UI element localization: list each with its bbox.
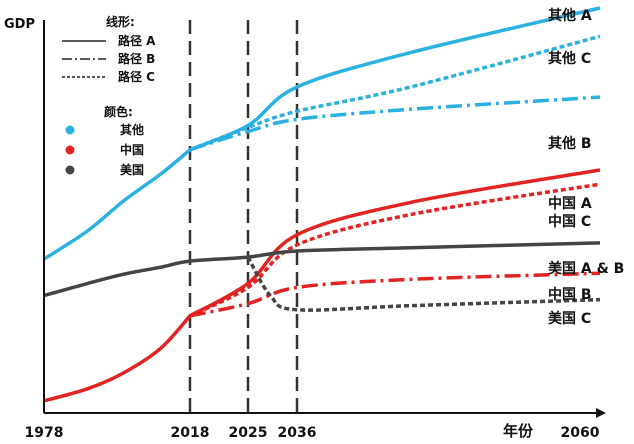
end-label-4: 中国 C — [548, 213, 591, 230]
end-label-3: 中国 A — [548, 195, 592, 212]
legend-color-dot-2 — [65, 165, 75, 175]
legend-color-label-2: 美国 — [120, 162, 144, 177]
end-label-6: 中国 B — [548, 286, 592, 303]
end-label-5: 美国 A & B — [548, 260, 624, 277]
series-line-2 — [189, 34, 601, 152]
series-line-7 — [189, 271, 601, 318]
axes — [43, 20, 606, 418]
series-line-1 — [189, 6, 601, 152]
vertical-reference-lines — [188, 20, 299, 413]
legend-color-dot-1 — [65, 145, 75, 155]
end-label-2: 其他 B — [548, 135, 592, 152]
legend-style-label-0: 路径 A — [118, 33, 156, 48]
x-tick-2025: 2025 — [229, 425, 268, 441]
series-line-4 — [43, 314, 192, 403]
x-axis-arrow — [596, 408, 606, 418]
legend-style-label-2: 路径 C — [118, 69, 155, 84]
end-label-0: 其他 A — [548, 7, 592, 24]
legend-color-title: 颜色: — [104, 104, 133, 119]
series-line-9 — [246, 256, 601, 312]
end-label-1: 其他 C — [548, 50, 591, 67]
series-lines — [43, 6, 601, 403]
x-tick-labels: 1978 2018 2025 2036 2060 — [25, 425, 600, 441]
x-tick-2018: 2018 — [171, 425, 210, 441]
y-axis-label: GDP — [4, 17, 35, 32]
x-tick-2036: 2036 — [278, 425, 317, 441]
x-axis-label: 年份 — [503, 422, 534, 440]
legend-color-label-1: 中国 — [120, 142, 144, 157]
legend-color-dot-0 — [65, 125, 75, 135]
series-end-labels: 其他 A 其他 C 其他 B 中国 A中国 C 美国 A & B 中国 B 美国 C — [548, 7, 624, 327]
series-line-5 — [189, 168, 601, 318]
series-line-0 — [43, 148, 192, 261]
end-label-7: 美国 C — [548, 310, 591, 327]
x-tick-1978: 1978 — [25, 425, 64, 441]
x-tick-2060: 2060 — [561, 425, 600, 441]
series-line-8 — [43, 241, 601, 298]
legend-style-title: 线形: — [106, 14, 135, 29]
legend-style-label-1: 路径 B — [118, 51, 155, 66]
series-line-6 — [189, 182, 601, 318]
legend-color-label-0: 其他 — [120, 122, 144, 137]
series-line-3 — [189, 95, 601, 152]
